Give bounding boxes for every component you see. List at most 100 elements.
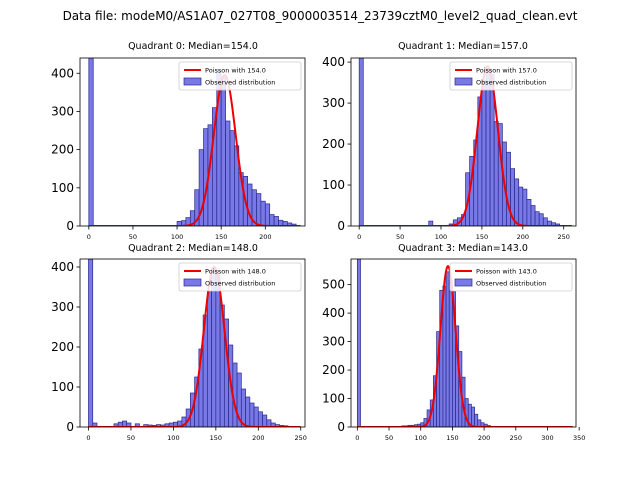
y-tick-label: 400	[322, 55, 345, 69]
x-tick-label: 150	[446, 434, 458, 442]
histogram-bar	[530, 205, 536, 226]
histogram-bar	[266, 419, 272, 427]
y-tick-label: 400	[51, 66, 74, 80]
y-tick-label: 0	[66, 420, 74, 434]
x-tick-label: 100	[435, 233, 447, 241]
histogram-bar	[215, 274, 221, 427]
histogram-bar	[445, 271, 450, 427]
histogram-bar	[526, 199, 532, 226]
x-tick-label: 100	[171, 233, 183, 241]
panel-quadrant-2: Quadrant 2: Median=148.0 0 100 200 300 400 0 5…	[51, 243, 307, 442]
histogram-bar	[522, 188, 528, 226]
x-tick-label: 0	[355, 434, 359, 442]
histogram-bar	[229, 130, 235, 226]
histogram-bar	[207, 290, 212, 427]
legend-line-label: Poisson with 148.0	[205, 268, 266, 276]
histogram-bar	[358, 58, 364, 226]
histogram-bar	[356, 259, 361, 427]
legend-bar-swatch	[183, 77, 202, 86]
histogram-bar	[92, 422, 98, 427]
legend-line-label: Poisson with 154.0	[205, 67, 266, 75]
x-tick-label: 150	[215, 233, 227, 241]
poisson-curve	[359, 65, 572, 226]
histogram-bar	[442, 285, 447, 427]
legend-bar-label: Observed distribution	[205, 280, 275, 288]
histogram-bar	[256, 193, 262, 226]
legend: Poisson with 157.0 Observed distribution	[449, 61, 573, 91]
histogram-bar	[262, 414, 268, 427]
x-tick-label: 300	[541, 434, 553, 442]
y-tick-label: 100	[322, 392, 345, 406]
histogram-bar	[220, 76, 226, 226]
histogram-bar	[249, 402, 255, 427]
x-tick-label: 150	[476, 233, 488, 241]
x-tick-label: 50	[396, 233, 404, 241]
poisson-curve	[88, 265, 301, 427]
legend-line-label: Poisson with 143.0	[476, 268, 537, 276]
y-tick-label: 100	[51, 181, 74, 195]
histogram-bar	[428, 220, 434, 226]
x-tick-label: 50	[127, 434, 135, 442]
y-tick-label: 0	[337, 219, 345, 233]
histogram-bar	[88, 58, 94, 226]
panel-title: Quadrant 1: Median=157.0	[398, 41, 528, 52]
legend: Poisson with 143.0 Observed distribution	[449, 262, 573, 292]
histogram-bar	[245, 396, 251, 427]
y-tick-label: 200	[51, 340, 74, 354]
x-tick-label: 0	[86, 434, 90, 442]
x-tick-label: 0	[357, 233, 361, 241]
x-tick-label: 200	[478, 434, 490, 442]
y-tick-label: 300	[51, 104, 74, 118]
axes-frame	[79, 57, 306, 227]
histogram-bar	[477, 419, 482, 427]
histogram-bar	[485, 67, 491, 226]
panel-quadrant-3: Quadrant 3: Median=143.0 0 100 200 300 400 50…	[322, 243, 585, 442]
y-tick-label: 300	[322, 96, 345, 110]
y-tick-label: 300	[322, 335, 345, 349]
panel-title: Quadrant 2: Median=148.0	[128, 243, 258, 254]
panel-quadrant-0: Quadrant 0: Median=154.0 0 100 200 300 400 0 5…	[51, 41, 306, 241]
legend-bar-swatch	[183, 278, 202, 287]
x-tick-label: 200	[252, 434, 264, 442]
histogram-bar	[538, 213, 544, 226]
x-tick-label: 100	[415, 434, 427, 442]
histogram-bar	[257, 411, 263, 427]
histogram-bar	[518, 186, 524, 226]
y-tick-label: 100	[51, 380, 74, 394]
histogram-bar	[264, 203, 271, 226]
panel-quadrant-1: Quadrant 1: Median=157.0 0 100 200 300 400 0 5…	[322, 41, 577, 241]
histogram-bar	[514, 178, 520, 226]
histogram-bar	[126, 422, 132, 427]
legend-line-label: Poisson with 157.0	[476, 67, 537, 75]
x-tick-label: 200	[517, 233, 529, 241]
x-tick-label: 50	[129, 233, 137, 241]
x-tick-label: 200	[259, 233, 271, 241]
histogram-bar	[534, 211, 540, 226]
legend-bar-swatch	[454, 278, 473, 287]
y-tick-label: 200	[51, 143, 74, 157]
y-tick-label: 0	[66, 219, 74, 233]
figure-title: Data file: modeM0/AS1A07_027T08_90000035…	[63, 9, 578, 23]
histogram-bar	[481, 80, 487, 226]
panel-title: Quadrant 3: Median=143.0	[398, 243, 528, 254]
poisson-curve	[357, 264, 573, 427]
panel-title: Quadrant 0: Median=154.0	[128, 41, 258, 52]
x-tick-label: 0	[87, 233, 91, 241]
x-tick-label: 250	[295, 434, 307, 442]
histogram-bar	[260, 200, 266, 226]
histogram-bar	[88, 259, 94, 427]
histogram-bar	[211, 268, 217, 427]
y-tick-label: 400	[322, 306, 345, 320]
histogram-bar	[225, 120, 231, 226]
histogram-bar	[542, 217, 548, 226]
legend-bar-label: Observed distribution	[476, 79, 546, 87]
histogram-bar	[506, 151, 511, 226]
x-tick-label: 350	[573, 434, 585, 442]
axes-frame	[79, 258, 306, 428]
histogram-bar	[493, 121, 499, 226]
y-tick-label: 500	[322, 278, 345, 292]
histogram-bar	[448, 280, 453, 427]
y-tick-label: 300	[51, 300, 74, 314]
y-tick-label: 200	[322, 137, 345, 151]
